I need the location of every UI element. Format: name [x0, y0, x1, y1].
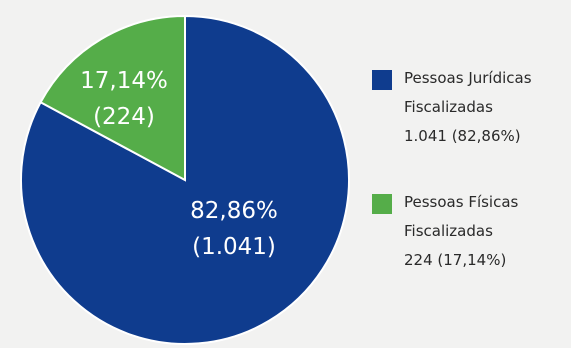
legend-value: 1.041 (82,86%) [404, 127, 521, 145]
slice-label: (224) [93, 104, 155, 130]
pie-slice [39, 14, 186, 182]
slice-label: 82,86% [190, 198, 278, 224]
legend-swatch-juridicas [372, 70, 392, 90]
slice-label: (1.041) [192, 234, 276, 260]
legend-swatch-fisicas [372, 194, 392, 214]
legend-label: Pessoas Jurídicas [404, 69, 532, 87]
legend-label: Pessoas Físicas [404, 193, 519, 211]
legend-label: Fiscalizadas [404, 222, 493, 240]
legend-label: Fiscalizadas [404, 98, 493, 116]
legend-value: 224 (17,14%) [404, 251, 507, 269]
slice-label: 17,14% [80, 68, 168, 94]
